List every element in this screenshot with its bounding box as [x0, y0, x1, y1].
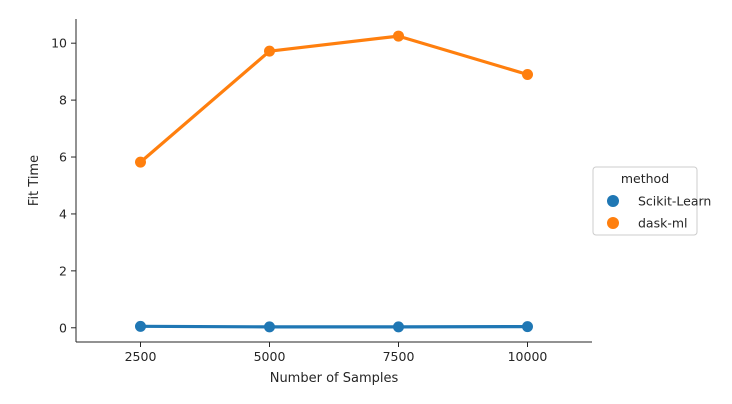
data-point-dask-ml — [264, 45, 275, 57]
series-layer — [135, 30, 533, 333]
legend-title: method — [621, 171, 669, 186]
series-line-dask-ml — [138, 34, 530, 164]
data-point-scikit-learn — [393, 321, 404, 333]
y-tick-label: 4 — [59, 206, 67, 221]
data-point-scikit-learn — [522, 321, 533, 333]
data-point-scikit-learn — [135, 320, 146, 332]
series-line-scikit-learn — [138, 324, 530, 329]
y-tick-label: 2 — [59, 263, 67, 278]
data-point-dask-ml — [522, 68, 533, 80]
x-tick-label: 5000 — [254, 349, 286, 364]
legend-marker-scikit-learn — [607, 195, 619, 207]
legend: method Scikit-Learn dask-ml — [592, 166, 711, 236]
legend-label-scikit-learn: Scikit-Learn — [638, 194, 711, 209]
y-axis-label: Fit Time — [27, 155, 42, 206]
y-tick-label: 0 — [59, 320, 67, 335]
legend-marker-dask-ml — [607, 217, 619, 229]
axes: 0 2 4 6 8 10 2500 5000 7500 10000 — [51, 19, 592, 364]
data-point-dask-ml — [135, 156, 146, 168]
y-tick-label: 8 — [59, 93, 67, 108]
x-tick-label: 2500 — [125, 349, 157, 364]
legend-label-dask-ml: dask-ml — [638, 216, 688, 231]
x-tick-label: 7500 — [383, 349, 415, 364]
y-tick-label: 6 — [59, 150, 67, 165]
x-axis-label: Number of Samples — [270, 371, 399, 386]
data-point-scikit-learn — [264, 321, 275, 333]
legend-frame — [592, 166, 698, 236]
data-point-dask-ml — [393, 30, 404, 42]
x-tick-label: 10000 — [508, 349, 548, 364]
y-tick-label: 10 — [51, 36, 67, 51]
